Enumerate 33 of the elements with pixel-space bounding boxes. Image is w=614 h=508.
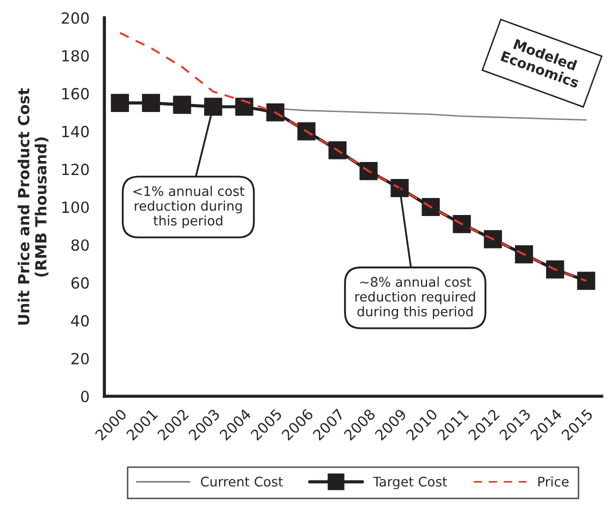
point (142, 94, 160, 112)
point (514, 245, 534, 264)
point (204, 98, 222, 116)
legend-label: Target Cost (372, 476, 448, 490)
point (577, 272, 596, 290)
point (328, 141, 347, 160)
point (173, 96, 192, 114)
y-tick-label: 160 (62, 88, 89, 100)
y-tick-label: 180 (62, 50, 89, 62)
y-tick-label: 120 (62, 164, 89, 176)
point (235, 98, 254, 116)
y-tick-label: 0 (81, 390, 89, 402)
y-tick-label: 80 (71, 239, 89, 251)
legend-label: Current Cost (200, 476, 283, 487)
point (390, 179, 409, 198)
annotation: <1% annual cost reduction during this period (133, 186, 244, 228)
point (360, 162, 378, 180)
point (110, 94, 129, 112)
y-tick-label: 60 (71, 277, 89, 289)
point (546, 260, 564, 278)
point (266, 103, 284, 122)
legend-label: Price (538, 476, 569, 487)
y-tick-label: 100 (62, 201, 89, 214)
y-axis-title: Unit Price and Product Cost (RMB Thousand) (18, 88, 48, 325)
point (484, 230, 502, 248)
y-tick-label: 40 (71, 315, 89, 327)
point (452, 215, 471, 234)
annotation: ~8% annual cost reduction required during this period (355, 276, 476, 319)
y-tick-label: 20 (71, 352, 89, 364)
y-tick-label: 200 (62, 12, 89, 24)
y-tick-label: 140 (62, 126, 89, 138)
point (422, 198, 440, 216)
point (297, 122, 316, 140)
